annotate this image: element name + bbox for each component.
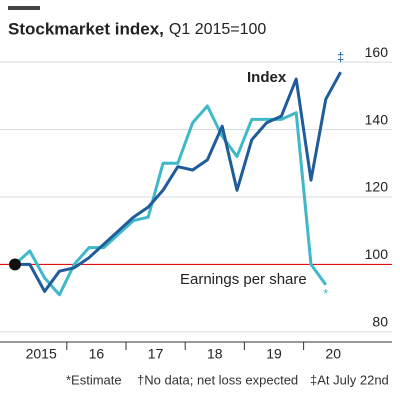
footnote: †No data; net loss expected: [137, 372, 298, 387]
footnote: *Estimate: [66, 372, 122, 387]
series-mark: ‡: [337, 50, 344, 65]
y-tick-label: 140: [365, 111, 389, 127]
footnote: ‡At July 22nd: [310, 372, 389, 387]
series-mark: *: [323, 286, 328, 301]
series-line: [13, 104, 328, 297]
x-tick-label: 16: [89, 346, 105, 362]
start-dot: [9, 258, 21, 271]
y-tick-label: 80: [372, 314, 388, 330]
series-label: Earnings per share: [180, 271, 307, 288]
x-tick-label: 2015: [26, 346, 57, 362]
x-tick-label: 17: [148, 346, 164, 362]
y-tick-label: 160: [365, 44, 389, 60]
x-tick-label: 19: [266, 346, 282, 362]
x-tick-label: 20: [325, 346, 341, 362]
y-tick-label: 120: [365, 179, 389, 195]
chart-title: Stockmarket index,: [8, 19, 164, 38]
series-line: [15, 71, 342, 293]
y-tick-label: 100: [365, 246, 389, 262]
chart-subtitle: Q1 2015=100: [169, 21, 267, 38]
x-tick-label: 18: [207, 346, 223, 362]
header-bar: [8, 6, 40, 10]
series-label: Index: [247, 69, 287, 86]
